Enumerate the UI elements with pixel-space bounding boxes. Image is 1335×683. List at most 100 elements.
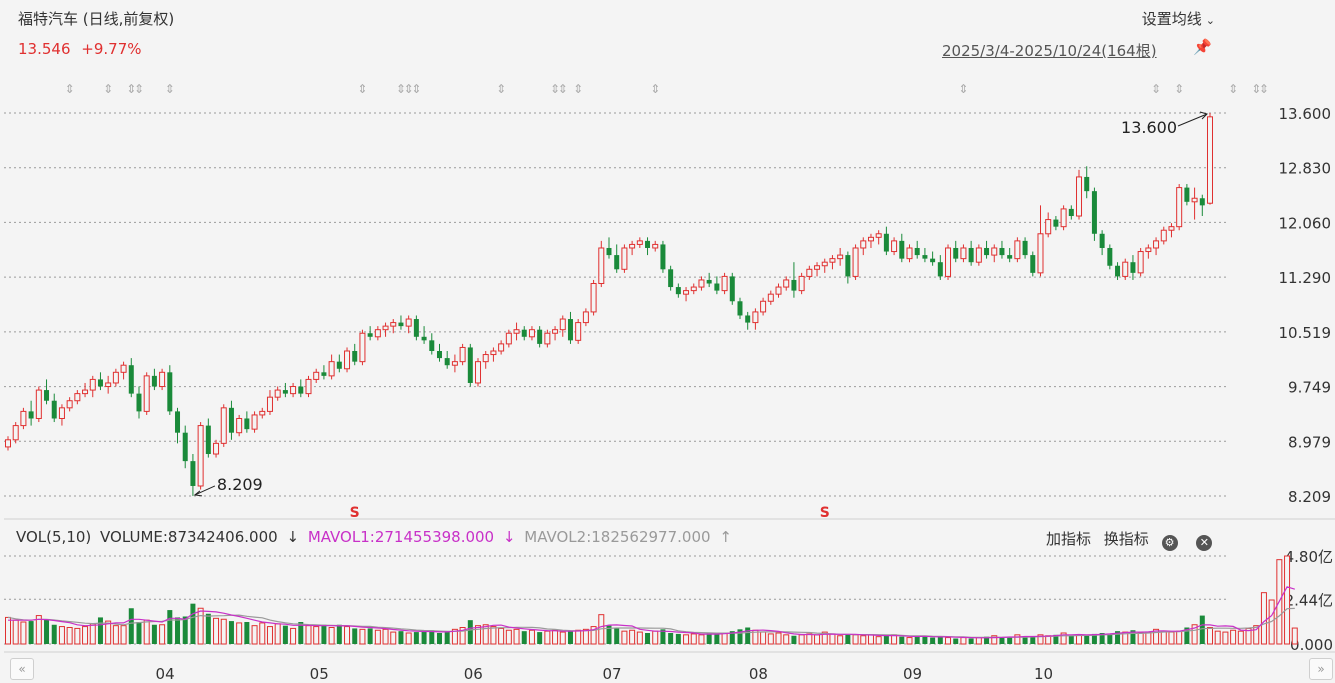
candle-body: [528, 329, 535, 338]
volume-bar: [930, 637, 936, 644]
date-range[interactable]: 2025/3/4-2025/10/24(164根): [942, 42, 1157, 60]
add-indicator-button[interactable]: 加指标: [1046, 530, 1092, 548]
volume-bar: [505, 629, 512, 645]
pin-icon[interactable]: 📌: [1193, 38, 1212, 56]
scroll-left-button[interactable]: «: [10, 658, 34, 680]
candle-body: [598, 247, 605, 285]
candle-body: [645, 240, 651, 248]
candle-body: [737, 301, 743, 316]
candle-body: [953, 247, 959, 259]
candle-body: [891, 240, 898, 253]
volume-bar: [1260, 592, 1267, 645]
volume-bar: [1199, 615, 1205, 644]
volume-tick-label: 0.000: [1290, 636, 1333, 654]
volume-bar: [1007, 636, 1013, 644]
volume-bar: [12, 619, 19, 645]
y-tick-label: 8.209: [1288, 488, 1331, 506]
candle-body: [845, 255, 851, 277]
x-tick-label: 09: [903, 665, 922, 683]
candle-body: [906, 247, 913, 260]
x-tick-label: 04: [156, 665, 175, 683]
candle-body: [814, 265, 821, 270]
volume-bar: [991, 635, 998, 645]
volume-bar: [528, 629, 535, 645]
candle-body: [1199, 198, 1205, 206]
volume-bar: [398, 631, 404, 644]
candle-body: [590, 283, 597, 313]
candle-body: [714, 283, 720, 291]
volume-bar: [883, 635, 889, 644]
candle-body: [614, 255, 620, 270]
candle-body: [274, 389, 281, 398]
volume-tick-label: 4.80亿: [1285, 548, 1333, 566]
volume-bar: [89, 623, 96, 645]
volume-bar: [1230, 629, 1237, 645]
volume-bar: [359, 628, 366, 645]
close-icon[interactable]: ✕: [1196, 535, 1213, 551]
x-tick-label: 07: [602, 665, 621, 683]
volume-bar: [729, 631, 735, 644]
candle-body: [829, 258, 836, 263]
volume-bar: [1207, 627, 1213, 645]
volume-bar: [1053, 634, 1059, 644]
candle-body: [1122, 261, 1129, 277]
candle-body: [112, 371, 119, 384]
volume-bar: [20, 621, 27, 645]
volume-bar: [1191, 624, 1198, 645]
candle-body: [745, 315, 751, 323]
gear-icon[interactable]: ⚙: [1161, 535, 1178, 551]
candle-body: [159, 371, 166, 388]
volume-bar: [999, 637, 1005, 644]
last-price: 13.546: [18, 40, 71, 58]
candle-body: [128, 365, 134, 394]
candle-body: [190, 461, 196, 486]
candle-body: [413, 319, 419, 337]
price-line: 13.546 +9.77%: [18, 40, 148, 58]
candle-body: [244, 418, 250, 430]
candle-body: [567, 319, 573, 341]
candle-body: [984, 247, 990, 256]
candle-body: [5, 439, 11, 448]
candle-body: [821, 261, 828, 267]
candle-body: [1191, 197, 1198, 203]
switch-indicator-button[interactable]: 换指标: [1103, 530, 1149, 548]
volume-bar: [621, 630, 628, 645]
candle-body: [783, 279, 790, 288]
volume-bar: [259, 622, 266, 645]
volume-bar: [429, 630, 435, 644]
volume-bar: [367, 628, 373, 644]
x-tick-label: 06: [464, 665, 483, 683]
candle-body: [290, 386, 297, 395]
annotation-arrow: [194, 485, 216, 496]
indicator-tools: 加指标 换指标 ⚙ ✕: [1046, 528, 1220, 551]
volume-bar: [136, 622, 142, 644]
candle-body: [1076, 176, 1083, 217]
volume-bar: [559, 631, 566, 645]
candle-body: [922, 255, 928, 259]
ma-settings-button[interactable]: 设置均线 ⌄: [1142, 8, 1215, 29]
mavol1-arrow-icon: ↓: [502, 528, 516, 546]
volume-bar: [660, 629, 666, 644]
mavol2-value: MAVOL2:182562977.000: [524, 528, 711, 546]
candle-body: [266, 396, 273, 412]
candle-body: [1145, 247, 1152, 253]
candle-body: [760, 300, 767, 313]
volume-bar: [182, 616, 188, 644]
volume-bar: [159, 624, 166, 645]
candle-body: [606, 247, 612, 256]
date-axis: 04 05 06 07 08 09 10: [156, 665, 1053, 683]
candle-body: [451, 361, 458, 366]
volume-bar: [175, 617, 181, 644]
volume-bar: [228, 621, 234, 644]
candle-body: [1068, 208, 1074, 217]
scroll-right-button[interactable]: »: [1309, 658, 1333, 680]
volume-bar: [151, 624, 157, 644]
volume-bar: [767, 633, 774, 645]
volume-bar: [321, 624, 327, 644]
volume-bar: [760, 631, 767, 645]
volume-bar: [1107, 633, 1113, 644]
candle-body: [1130, 262, 1136, 273]
volume-bar: [845, 634, 851, 644]
candle-body: [1007, 255, 1013, 259]
